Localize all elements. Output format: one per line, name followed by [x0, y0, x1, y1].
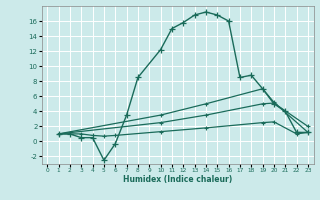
X-axis label: Humidex (Indice chaleur): Humidex (Indice chaleur): [123, 175, 232, 184]
